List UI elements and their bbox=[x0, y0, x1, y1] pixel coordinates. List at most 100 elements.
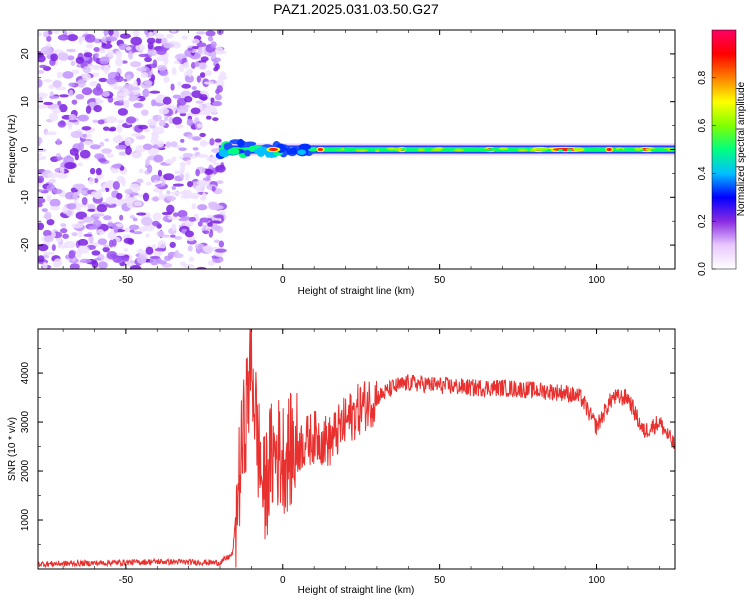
spectrogram-noise-cell bbox=[158, 119, 166, 127]
spectrogram-noise-cell bbox=[215, 180, 224, 185]
spectrogram-noise-cell bbox=[179, 261, 187, 266]
spectrogram-noise-cell bbox=[45, 131, 57, 136]
spectrogram-image bbox=[38, 30, 675, 269]
spectrogram-noise-cell bbox=[47, 172, 58, 179]
spectrogram-noise-cell bbox=[165, 141, 172, 148]
spectrogram-signal-cell bbox=[218, 148, 231, 158]
spectrogram-noise-cell bbox=[97, 189, 107, 193]
spectrogram-signal-cell bbox=[498, 147, 509, 151]
spectrogram-noise-cell bbox=[82, 216, 95, 223]
spectrogram-noise-cell bbox=[195, 184, 203, 193]
spectrogram-signal-cell bbox=[588, 148, 599, 151]
spectrogram-panel: -50 0 50 100 -20 -10 0 10 20 Height of straight … bbox=[7, 29, 676, 297]
spectrogram-noise-cell bbox=[169, 234, 176, 238]
spectrogram-noise-cell bbox=[75, 94, 85, 100]
spectrogram-noise-cell bbox=[95, 97, 101, 102]
spectrogram-noise-cell bbox=[68, 119, 78, 123]
spectrogram-signal-cell bbox=[237, 138, 245, 148]
spectrogram-noise-cell bbox=[199, 62, 207, 70]
spectrogram-noise-cell bbox=[153, 154, 164, 163]
spectrogram-noise-cell bbox=[68, 89, 74, 97]
spectrogram-noise-cell bbox=[115, 57, 123, 67]
spectrogram-noise-cell bbox=[124, 227, 130, 232]
spectrogram-noise-cell bbox=[194, 61, 200, 67]
colorbar-tick-label: 0.6 bbox=[697, 118, 708, 132]
spectrogram-noise-cell bbox=[186, 159, 191, 166]
spectrogram-noise-cell bbox=[148, 31, 153, 39]
spectrogram-noise-cell bbox=[98, 158, 107, 163]
spectrogram-noise-cell bbox=[78, 229, 83, 238]
spectrogram-noise-cell bbox=[164, 159, 175, 165]
spectrogram-noise-cell bbox=[44, 235, 54, 243]
spectrogram-noise-cell bbox=[119, 214, 124, 221]
spectrogram-signal-cell bbox=[343, 147, 357, 150]
spectrogram-noise-cell bbox=[124, 188, 133, 195]
spectrogram-noise-cell bbox=[94, 153, 105, 160]
spectrogram-noise-cell bbox=[71, 99, 78, 105]
spectrogram-noise-cell bbox=[174, 54, 184, 60]
snr-ticks: -50 0 50 100 1000 2000 3000 4000 bbox=[20, 329, 675, 586]
spectrogram-noise-cell bbox=[107, 222, 114, 227]
spectrogram-noise-cell bbox=[184, 74, 195, 83]
spectrogram-noise-cell bbox=[38, 54, 46, 63]
spectrogram-noise-cell bbox=[196, 123, 203, 129]
spectrogram-signal-cell bbox=[330, 147, 342, 150]
spectrogram-noise-cell bbox=[67, 34, 78, 42]
spectrogram-noise-cell bbox=[170, 191, 181, 195]
spectrogram-noise-cell bbox=[179, 173, 185, 179]
spectrogram-noise-cell bbox=[116, 124, 123, 133]
spectrogram-noise-cell bbox=[121, 257, 130, 262]
spectrogram-noise-cell bbox=[151, 196, 160, 202]
spectrogram-noise-cell bbox=[38, 31, 42, 37]
spectrogram-noise-cell bbox=[145, 181, 152, 186]
spectrogram-noise-cell bbox=[68, 82, 75, 87]
x-tick-label: -50 bbox=[119, 575, 134, 586]
spectrogram-noise-cell bbox=[184, 172, 190, 181]
spectrogram-noise-cell bbox=[166, 190, 171, 195]
spectrogram-noise-cell bbox=[187, 69, 193, 78]
spectrogram-noise-cell bbox=[124, 138, 132, 147]
spectrogram-noise-cell bbox=[97, 119, 105, 125]
spectrogram-noise-cell bbox=[123, 99, 130, 109]
spectrogram-noise-cell bbox=[179, 112, 187, 117]
spectrogram-noise-cell bbox=[46, 194, 52, 202]
spectrogram-noise-cell bbox=[126, 116, 137, 124]
spectrogram-noise-cell bbox=[126, 74, 132, 81]
spectrogram-noise-cell bbox=[191, 85, 197, 91]
spectrogram-noise-cell bbox=[141, 109, 149, 116]
spectrogram-noise-cell bbox=[173, 170, 185, 175]
spectrogram-noise-cell bbox=[142, 192, 150, 202]
spectrogram-noise-cell bbox=[93, 46, 100, 53]
spectrogram-noise-cell bbox=[77, 114, 89, 122]
spectrogram-noise-cell bbox=[46, 218, 55, 226]
spectrogram-noise-cell bbox=[194, 243, 205, 250]
spectrogram-noise-cell bbox=[42, 254, 50, 259]
spectrogram-noise-cell bbox=[152, 114, 163, 122]
spectrogram-noise-cell bbox=[86, 43, 94, 49]
spectrogram-noise-cell bbox=[151, 220, 160, 227]
spectrogram-signal-cell bbox=[244, 141, 257, 146]
spectrogram-noise-cell bbox=[213, 214, 224, 219]
spectrogram-noise-cell bbox=[146, 37, 156, 45]
spectrogram-noise-cell bbox=[171, 67, 177, 76]
spectrogram-noise-cell bbox=[56, 173, 69, 179]
spectrogram-noise-cell bbox=[214, 94, 222, 101]
spectrogram-noise-cell bbox=[112, 135, 124, 144]
spectrogram-noise-cell bbox=[161, 37, 168, 46]
spectrogram-noise-cell bbox=[38, 255, 45, 263]
spectrogram-noise-cell bbox=[195, 100, 204, 104]
snr-series-line bbox=[38, 329, 675, 569]
spectrogram-noise-cell bbox=[43, 101, 54, 106]
x-tick-label: 50 bbox=[434, 275, 446, 286]
spectrogram-noise-cell bbox=[48, 84, 54, 90]
spectrogram-signal-cell bbox=[436, 147, 444, 150]
spectrogram-noise-cell bbox=[196, 42, 207, 48]
spectrogram-noise-cell bbox=[97, 238, 108, 246]
spectrogram-noise-cell bbox=[191, 203, 197, 210]
spectrogram-noise-cell bbox=[151, 99, 156, 107]
spectrogram-noise-cell bbox=[117, 92, 126, 97]
spectrogram-noise-cell bbox=[204, 168, 214, 176]
spectrogram-noise-cell bbox=[52, 107, 61, 114]
spectrogram-noise-cell bbox=[178, 63, 185, 73]
spectrogram-noise-cell bbox=[189, 192, 200, 198]
